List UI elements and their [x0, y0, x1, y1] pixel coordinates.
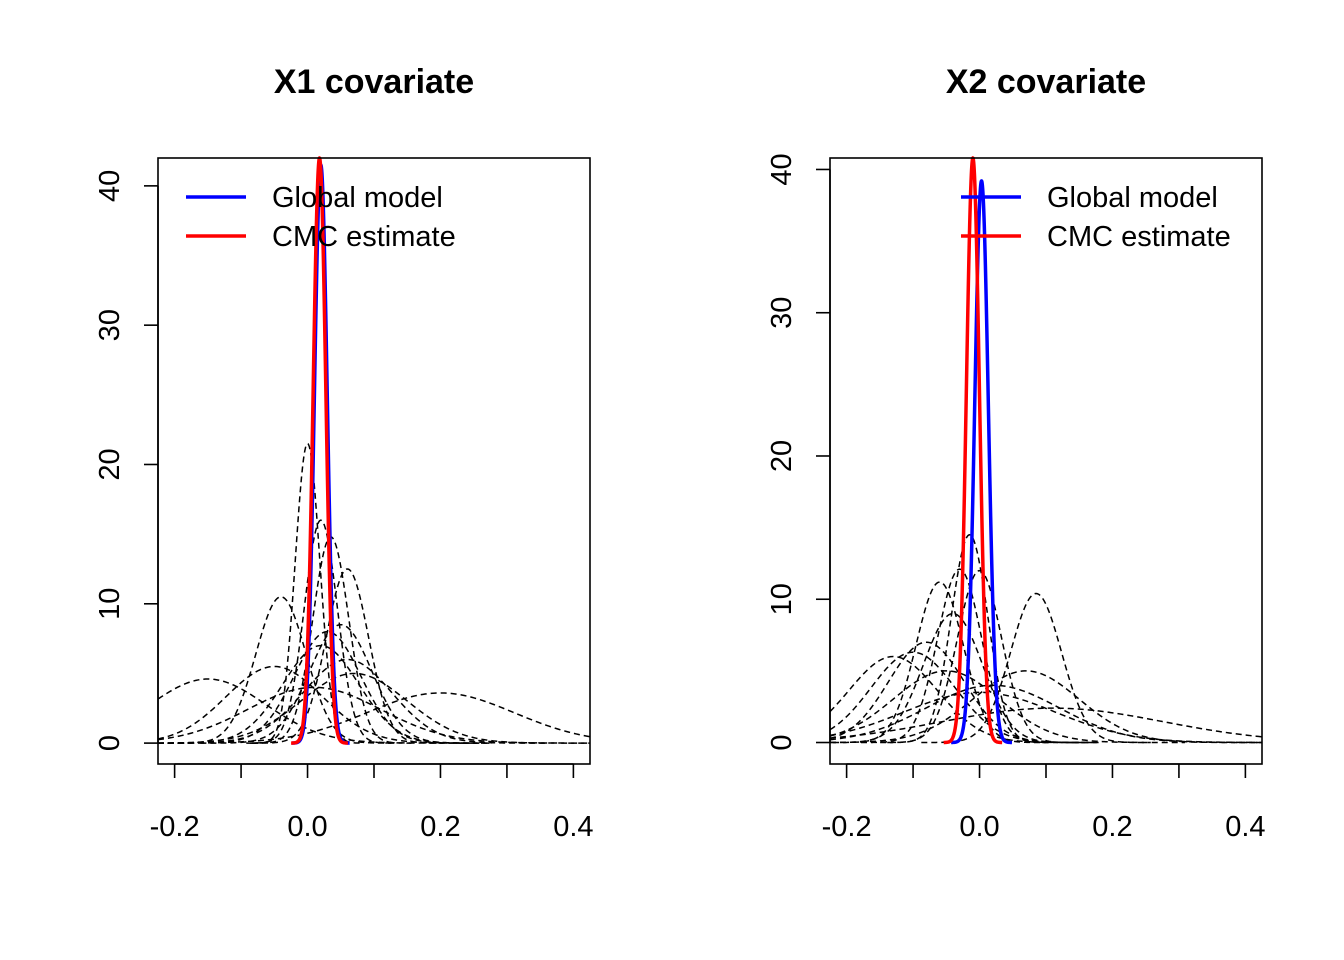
subsample-density-line: [829, 707, 1263, 739]
chart-title: X2 covariate: [946, 63, 1146, 101]
x-axis: -0.2 0.0 0.2 0.4: [150, 763, 594, 843]
subsample-density-line: [880, 569, 1079, 744]
subsample-density-line: [157, 665, 492, 744]
subsample-density-line: [157, 672, 590, 744]
y-tick-label: 20: [766, 440, 798, 472]
y-tick-label: 0: [766, 734, 798, 750]
y-tick-label: 40: [766, 153, 798, 185]
subsample-density-line: [178, 630, 477, 744]
legend-label-cmc-estimate: CMC estimate: [1047, 221, 1231, 253]
subsample-density-line: [921, 592, 1151, 744]
subsample-density-line: [251, 568, 443, 744]
legend-label-global-model: Global model: [272, 182, 443, 214]
x-tick-label: 0.2: [420, 811, 460, 843]
subsample-density-line: [200, 623, 482, 744]
y-axis: 0 10 20 30 40: [94, 170, 159, 751]
y-tick-label: 30: [766, 297, 798, 329]
subsample-densities: [829, 534, 1263, 744]
subsample-density-line: [887, 534, 1052, 744]
x-tick-label: -0.2: [822, 811, 872, 843]
subsample-density-line: [833, 581, 1047, 744]
x-tick-label: 0.2: [1092, 811, 1132, 843]
subsample-density-line: [830, 612, 1086, 744]
x-tick-label: 0.4: [1225, 811, 1265, 843]
subsample-density-line: [246, 519, 396, 744]
chart-title: X1 covariate: [274, 63, 474, 101]
y-tick-label: 10: [94, 588, 126, 620]
x-tick-label: -0.2: [150, 811, 200, 843]
panel-x2-covariate: X2 covariate -0.2 0.0 0.2 0.4 0 10 20 30 40 Glo…: [766, 63, 1266, 843]
subsample-density-line: [167, 596, 395, 744]
subsample-density-line: [252, 442, 364, 744]
y-axis: 0 10 20 30 40: [766, 153, 831, 751]
legend: Global model CMC estimate: [186, 182, 456, 253]
x-axis: -0.2 0.0 0.2 0.4: [822, 763, 1266, 843]
y-tick-label: 0: [94, 735, 126, 751]
x-tick-label: 0.0: [287, 811, 327, 843]
y-tick-label: 20: [94, 448, 126, 480]
legend: Global model CMC estimate: [961, 182, 1231, 253]
legend-label-cmc-estimate: CMC estimate: [272, 221, 456, 253]
x-tick-label: 0.0: [959, 811, 999, 843]
subsample-density-line: [829, 691, 1262, 744]
subsample-density-line: [158, 644, 492, 744]
y-tick-label: 30: [94, 309, 126, 341]
subsample-density-line: [829, 670, 1185, 744]
subsample-density-line: [158, 658, 547, 744]
subsample-density-line: [157, 686, 590, 744]
y-tick-label: 10: [766, 583, 798, 615]
y-tick-label: 40: [94, 170, 126, 202]
global-model-density-line: [949, 179, 1014, 745]
legend-label-global-model: Global model: [1047, 182, 1218, 214]
subsample-density-line: [829, 670, 1262, 744]
subsample-density-line: [157, 678, 468, 744]
subsample-densities: [157, 442, 591, 744]
panel-x1-covariate: X1 covariate -0.2 0.0 0.2 0.4 0 10 20 30 40 Glo…: [94, 63, 594, 843]
subsample-density-line: [829, 684, 1263, 744]
x-tick-label: 0.4: [553, 811, 593, 843]
